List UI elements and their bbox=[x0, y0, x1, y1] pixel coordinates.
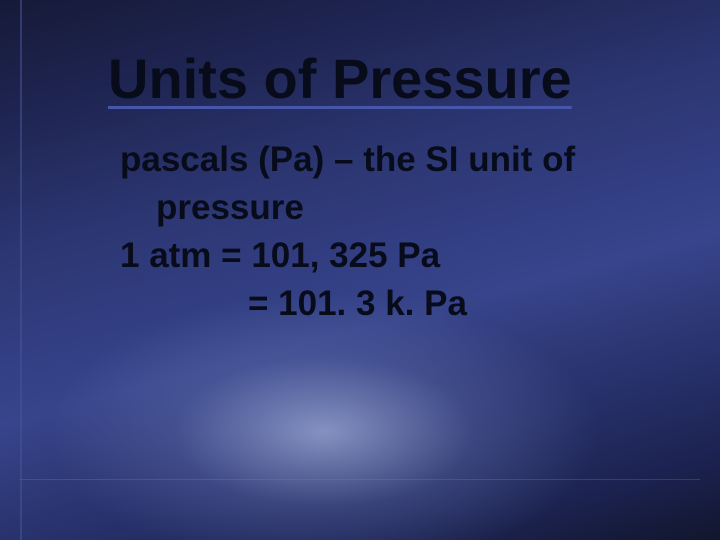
slide-body: pascals (Pa) – the SI unit of pressure 1… bbox=[120, 136, 660, 329]
decorative-horizontal-line bbox=[20, 479, 700, 480]
body-line-3: = 101. 3 k. Pa bbox=[120, 280, 660, 328]
body-line-1a: pascals (Pa) – the SI unit of bbox=[120, 136, 660, 184]
slide-title: Units of Pressure bbox=[108, 48, 660, 110]
slide-content: Units of Pressure pascals (Pa) – the SI … bbox=[0, 0, 720, 329]
body-line-2: 1 atm = 101, 325 Pa bbox=[120, 232, 660, 280]
body-line-1b: pressure bbox=[120, 184, 660, 232]
